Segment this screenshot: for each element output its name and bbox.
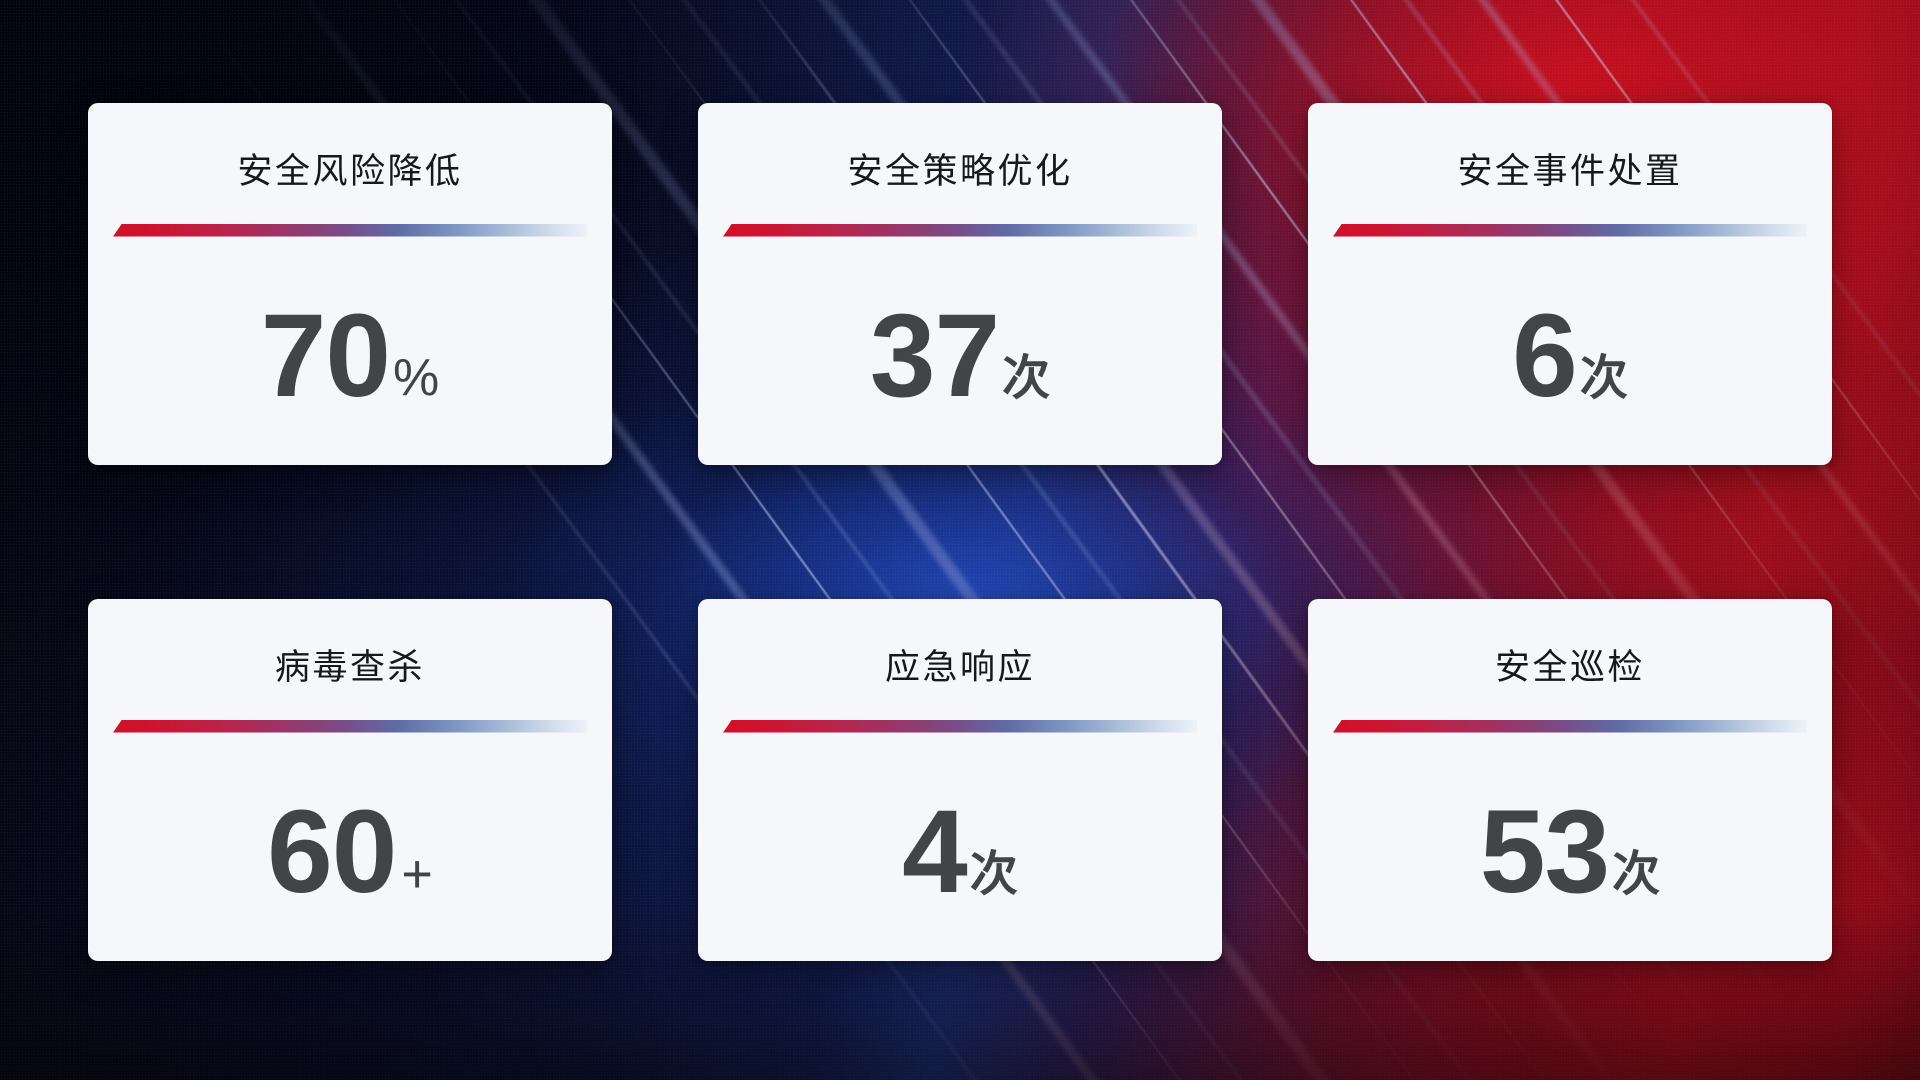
card-stat-value: 6 [1512, 289, 1578, 422]
card-title: 安全策略优化 [847, 152, 1073, 191]
metric-card-security-policy-optimization[interactable]: 安全策略优化 37 次 [698, 103, 1222, 465]
card-stat: 60 + [267, 785, 433, 918]
card-title: 安全巡检 [1494, 648, 1645, 687]
card-title: 病毒查杀 [274, 648, 425, 687]
card-divider [113, 719, 587, 733]
card-stat-unit: 次 [969, 847, 1018, 901]
card-stat-value: 53 [1479, 785, 1610, 918]
card-divider [113, 223, 587, 237]
metric-card-security-risk-reduction[interactable]: 安全风险降低 70 % [88, 103, 612, 465]
card-stat-unit: 次 [1579, 351, 1628, 405]
card-divider [1333, 223, 1807, 237]
card-stat-unit: + [401, 843, 433, 904]
metric-card-security-inspection[interactable]: 安全巡检 53 次 [1308, 599, 1832, 961]
card-title: 安全风险降低 [237, 152, 463, 191]
metric-card-security-incident-handling[interactable]: 安全事件处置 6 次 [1308, 103, 1832, 465]
card-divider [723, 223, 1197, 237]
card-stat-value: 37 [869, 289, 1000, 422]
card-divider [723, 719, 1197, 733]
card-stat: 53 次 [1479, 785, 1661, 918]
card-stat-value: 70 [260, 289, 391, 422]
card-stat-value: 4 [902, 785, 968, 918]
card-stat: 37 次 [869, 289, 1051, 422]
metric-card-emergency-response[interactable]: 应急响应 4 次 [698, 599, 1222, 961]
card-stat-unit: 次 [1612, 847, 1661, 901]
card-stat-unit: 次 [1002, 351, 1051, 405]
card-stat-unit: % [393, 348, 440, 407]
card-title: 应急响应 [884, 648, 1035, 687]
card-stat-value: 60 [267, 785, 397, 918]
card-title: 安全事件处置 [1457, 152, 1683, 191]
card-stat: 6 次 [1512, 289, 1628, 422]
card-stat: 70 % [260, 289, 440, 422]
card-divider [1333, 719, 1807, 733]
card-stat: 4 次 [902, 785, 1018, 918]
metric-card-virus-scanning[interactable]: 病毒查杀 60 + [88, 599, 612, 961]
metric-card-grid: 安全风险降低 70 % 安全策略优化 37 次 安全事件处置 6 次 病毒查 [88, 103, 1832, 961]
